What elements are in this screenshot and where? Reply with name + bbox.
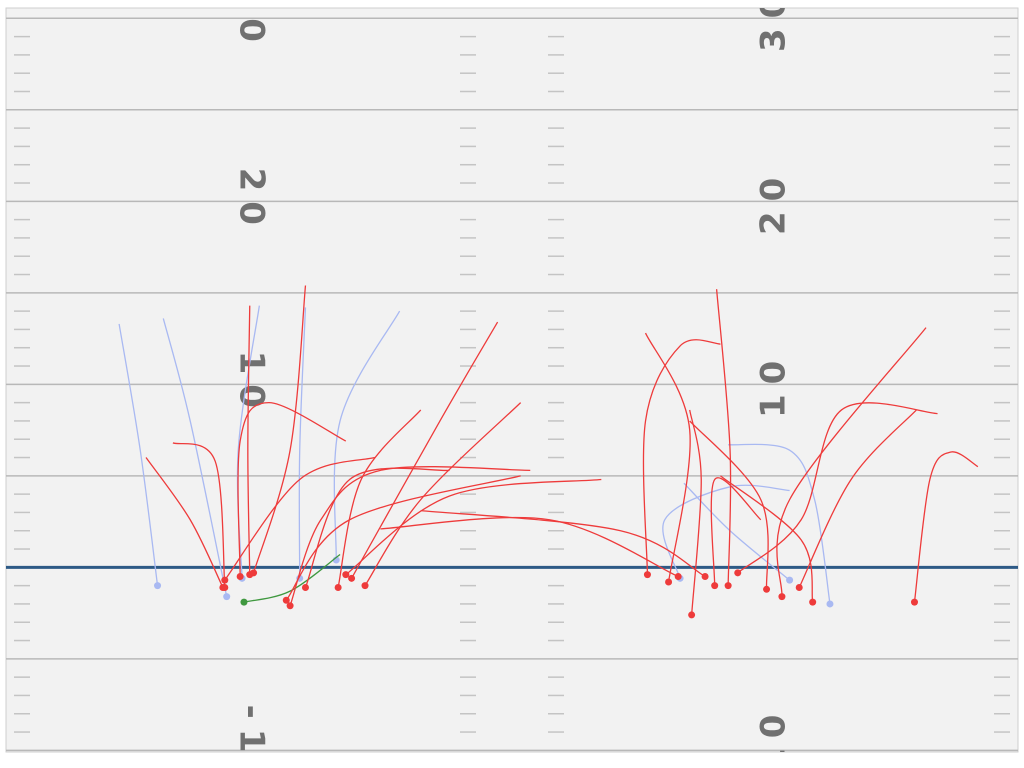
route-start [282,596,290,604]
route-start [910,598,918,606]
route [345,478,602,576]
yard-number: 30 [754,0,794,52]
field-layer: -10 -10 10 10 20 20 30 30 [6,0,1018,768]
route-start [763,585,771,593]
route [298,307,307,579]
route [172,442,226,588]
route-start [665,578,673,586]
route [364,402,522,586]
route-start [795,583,803,591]
route [710,477,762,586]
route-start [361,582,369,590]
route [913,451,979,603]
route [236,305,261,579]
route [644,332,691,583]
route [252,285,307,574]
route-start [301,583,309,591]
route-start [786,576,794,584]
route [776,327,927,597]
route [337,409,422,588]
route-start [674,572,682,580]
yard-number: 20 [754,168,794,235]
field [5,7,1019,753]
yard-number: 10 [754,351,794,418]
route [243,554,341,603]
route [689,420,769,590]
route-start [223,593,231,601]
route [728,443,831,605]
route [162,318,228,597]
route-start [348,574,356,582]
route [737,402,938,574]
route-start [701,572,709,580]
route [333,310,401,561]
route-start [221,576,229,584]
route [145,457,224,588]
route-start [286,602,294,610]
route [285,475,521,601]
yard-number: 20 [232,168,272,235]
route [304,467,450,588]
route [420,509,706,578]
route-start [154,582,162,590]
route-start [240,598,248,606]
route-start [334,583,342,591]
route-start [809,598,817,606]
route [351,321,499,579]
route [689,409,702,615]
route-start [342,571,350,579]
route-start [221,583,229,591]
yard-number: -10 [232,705,272,768]
route [642,339,721,575]
yard-number: 10 [232,351,272,418]
route [662,484,790,579]
route [720,475,814,603]
route-start [826,600,834,608]
route-start [724,582,732,590]
route-start [643,571,651,579]
route-start [734,569,742,577]
route [224,456,375,581]
route [289,466,531,606]
route-start [711,582,719,590]
route-start [778,593,786,601]
route-start [236,572,244,580]
route-start [688,611,696,619]
yard-number: 30 [232,0,272,52]
yard-number: -10 [754,705,794,768]
route [380,516,679,578]
route-start [250,569,258,577]
route [715,289,732,586]
route [237,401,347,577]
route [118,323,159,586]
